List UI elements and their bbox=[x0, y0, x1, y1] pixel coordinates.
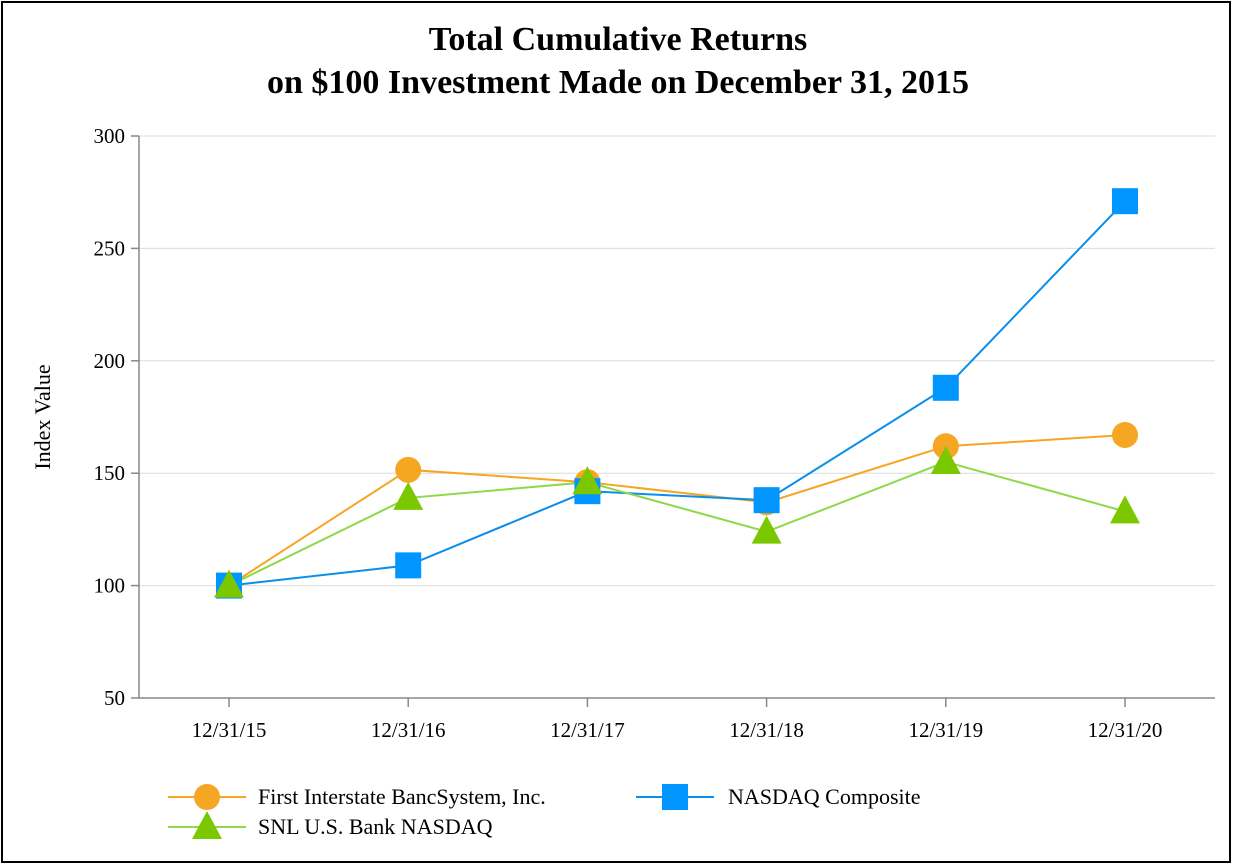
x-tick-label: 12/31/20 bbox=[1088, 718, 1163, 742]
axes: 50 100 150 200 250 300 12/31/15 12/31/16 12/31/1… bbox=[94, 124, 1215, 742]
data-point-s2-p1 bbox=[393, 481, 424, 510]
y-tick-label: 250 bbox=[94, 236, 126, 260]
legend: First Interstate BancSystem, Inc. NASDAQ … bbox=[168, 784, 921, 839]
y-tick-label: 50 bbox=[104, 686, 125, 710]
series-line-2 bbox=[228, 460, 1126, 587]
series-layer bbox=[214, 188, 1140, 599]
data-point-s1-p4 bbox=[932, 374, 959, 401]
x-tick-label: 12/31/16 bbox=[371, 718, 446, 742]
data-point-s1-p3 bbox=[753, 487, 780, 514]
y-tick-label: 200 bbox=[94, 349, 126, 373]
legend-marker-2 bbox=[192, 811, 222, 839]
y-tick-label: 100 bbox=[94, 574, 126, 598]
series-line-0 bbox=[228, 433, 1126, 587]
x-tick-label: 12/31/18 bbox=[729, 718, 804, 742]
data-point-s1-p5 bbox=[1112, 188, 1138, 215]
gridlines bbox=[139, 135, 1215, 587]
legend-label-2: SNL U.S. Bank NASDAQ bbox=[258, 814, 493, 839]
chart-subtitle: on $100 Investment Made on December 31, … bbox=[267, 64, 969, 101]
x-tick-label: 12/31/17 bbox=[550, 718, 625, 742]
data-point-s2-p2 bbox=[572, 466, 603, 495]
data-point-s1-p1 bbox=[395, 552, 422, 579]
x-tick-label: 12/31/19 bbox=[908, 718, 983, 742]
x-tick-label: 12/31/15 bbox=[192, 718, 267, 742]
legend-label-1: NASDAQ Composite bbox=[728, 784, 921, 809]
data-point-s0-p1 bbox=[395, 456, 422, 483]
data-point-s2-p3 bbox=[751, 515, 782, 544]
legend-marker-0 bbox=[194, 784, 220, 810]
data-point-s0-p5 bbox=[1112, 421, 1138, 448]
data-point-s2-p4 bbox=[930, 445, 961, 474]
y-tick-label: 300 bbox=[94, 124, 126, 148]
series-line-1 bbox=[228, 200, 1126, 587]
y-tick-label: 150 bbox=[94, 461, 126, 485]
data-point-s2-p5 bbox=[1110, 495, 1140, 524]
chart-title: Total Cumulative Returns bbox=[429, 21, 807, 58]
data-point-s2-p0 bbox=[214, 569, 244, 598]
legend-marker-1 bbox=[662, 784, 688, 810]
y-axis-label: Index Value bbox=[30, 364, 55, 469]
legend-label-0: First Interstate BancSystem, Inc. bbox=[258, 784, 546, 809]
